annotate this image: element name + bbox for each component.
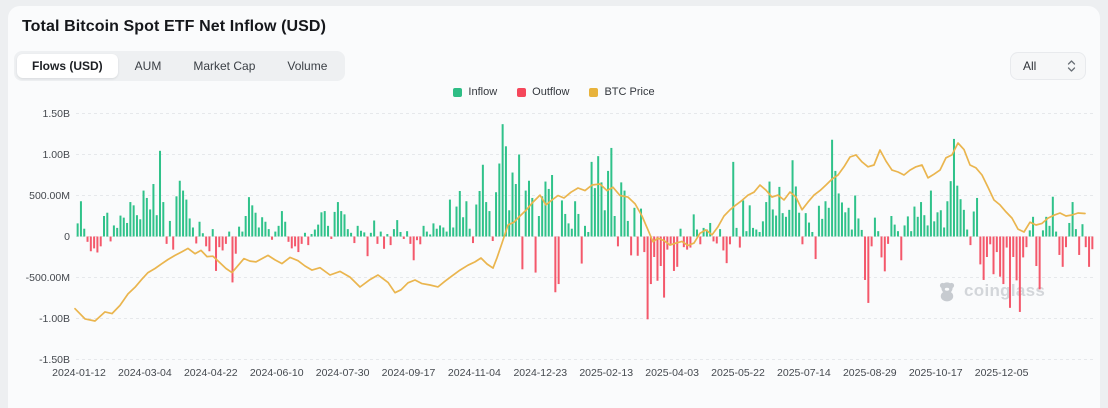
coinglass-watermark: coinglass — [936, 280, 1045, 302]
tab-bar: Flows (USD) AUM Market Cap Volume — [14, 51, 346, 81]
y-axis-labels: 1.50B 1.00B 500.00M 0 -500.00M -1.00B -1.50B — [26, 108, 71, 366]
svg-text:500.00M: 500.00M — [29, 190, 70, 202]
svg-text:2024-01-12: 2024-01-12 — [52, 367, 106, 379]
legend-label: BTC Price — [604, 86, 655, 98]
tab-market-cap[interactable]: Market Cap — [178, 54, 270, 78]
svg-text:2025-08-29: 2025-08-29 — [843, 367, 897, 379]
range-select[interactable]: All — [1010, 52, 1086, 80]
svg-text:2025-07-14: 2025-07-14 — [777, 367, 831, 379]
chart-legend: Inflow Outflow BTC Price — [0, 84, 1108, 100]
flow-bars — [76, 124, 1094, 320]
coinglass-bear-icon — [939, 282, 955, 302]
legend-item-outflow[interactable]: Outflow — [517, 86, 569, 98]
legend-label: Inflow — [468, 86, 498, 98]
svg-text:2024-03-04: 2024-03-04 — [118, 367, 172, 379]
svg-text:2024-06-10: 2024-06-10 — [250, 367, 304, 379]
svg-text:2025-12-05: 2025-12-05 — [975, 367, 1029, 379]
updown-chevron-icon — [1067, 60, 1076, 72]
svg-text:0: 0 — [64, 231, 70, 243]
svg-text:2024-11-04: 2024-11-04 — [448, 367, 501, 379]
x-axis-labels: 2024-01-12 2024-03-04 2024-04-22 2024-06-10… — [52, 367, 1028, 379]
btc-price-line — [74, 142, 1086, 322]
legend-item-inflow[interactable]: Inflow — [453, 86, 497, 98]
legend-label: Outflow — [532, 86, 570, 98]
svg-text:2024-12-23: 2024-12-23 — [513, 367, 567, 379]
legend-item-btc-price[interactable]: BTC Price — [589, 86, 655, 98]
tab-volume[interactable]: Volume — [272, 54, 342, 78]
svg-text:2024-09-17: 2024-09-17 — [382, 367, 436, 379]
outflow-swatch-icon — [517, 87, 527, 97]
svg-text:2025-02-13: 2025-02-13 — [579, 367, 633, 379]
svg-text:-500.00M: -500.00M — [26, 272, 70, 284]
svg-text:2024-07-30: 2024-07-30 — [316, 367, 370, 379]
watermark-text: coinglass — [964, 281, 1046, 300]
svg-text:2025-04-03: 2025-04-03 — [645, 367, 699, 379]
svg-text:2025-10-17: 2025-10-17 — [909, 367, 963, 379]
svg-text:-1.50B: -1.50B — [39, 354, 70, 366]
range-select-value: All — [1023, 59, 1037, 73]
btc-price-swatch-icon — [589, 87, 599, 97]
svg-text:2025-05-22: 2025-05-22 — [711, 367, 765, 379]
svg-text:1.00B: 1.00B — [43, 149, 70, 161]
tab-flows-usd[interactable]: Flows (USD) — [17, 54, 118, 78]
inflow-swatch-icon — [453, 87, 463, 97]
page-title: Total Bitcoin Spot ETF Net Inflow (USD) — [22, 18, 327, 35]
svg-text:2024-04-22: 2024-04-22 — [184, 367, 238, 379]
tab-aum[interactable]: AUM — [120, 54, 177, 78]
svg-text:1.50B: 1.50B — [43, 108, 70, 120]
svg-text:-1.00B: -1.00B — [39, 313, 70, 325]
